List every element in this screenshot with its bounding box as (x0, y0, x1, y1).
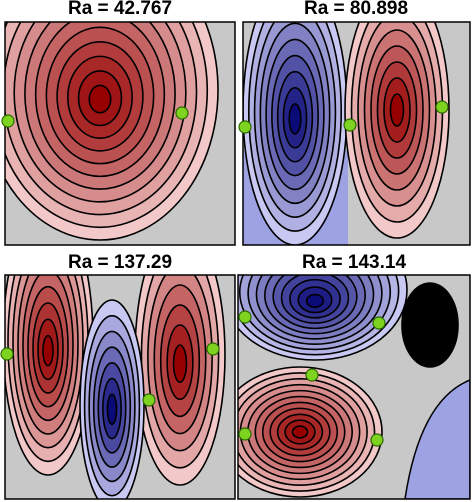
contour (106, 393, 118, 426)
contour (42, 334, 54, 367)
contour-plot (238, 275, 470, 499)
contour-plot (5, 275, 235, 499)
contour (305, 293, 325, 309)
marker (305, 368, 319, 382)
marker (175, 106, 189, 120)
contour (401, 282, 459, 368)
marker (1, 114, 15, 128)
markers (0, 100, 449, 447)
marker (142, 393, 156, 407)
panel-title: Ra = 143.14 (302, 252, 406, 273)
panel-title: Ra = 80.898 (304, 0, 408, 19)
panel-title: Ra = 42.767 (68, 0, 172, 19)
frame (4, 21, 236, 246)
contour (291, 425, 309, 439)
contour (172, 344, 188, 383)
frame (242, 21, 471, 246)
contour-plot (243, 22, 470, 245)
marker (370, 433, 384, 447)
frame (237, 274, 471, 500)
contour-plot (5, 22, 235, 245)
marker (0, 347, 14, 361)
marker (435, 100, 449, 114)
marker (238, 427, 252, 441)
contour (288, 103, 302, 135)
panel-title: Ra = 137.29 (68, 252, 172, 273)
marker (343, 118, 357, 132)
marker (372, 316, 386, 330)
marker (238, 120, 252, 134)
contour (389, 93, 405, 127)
marker (238, 310, 252, 324)
contour (88, 84, 112, 114)
frame (4, 274, 236, 500)
marker (206, 342, 220, 356)
